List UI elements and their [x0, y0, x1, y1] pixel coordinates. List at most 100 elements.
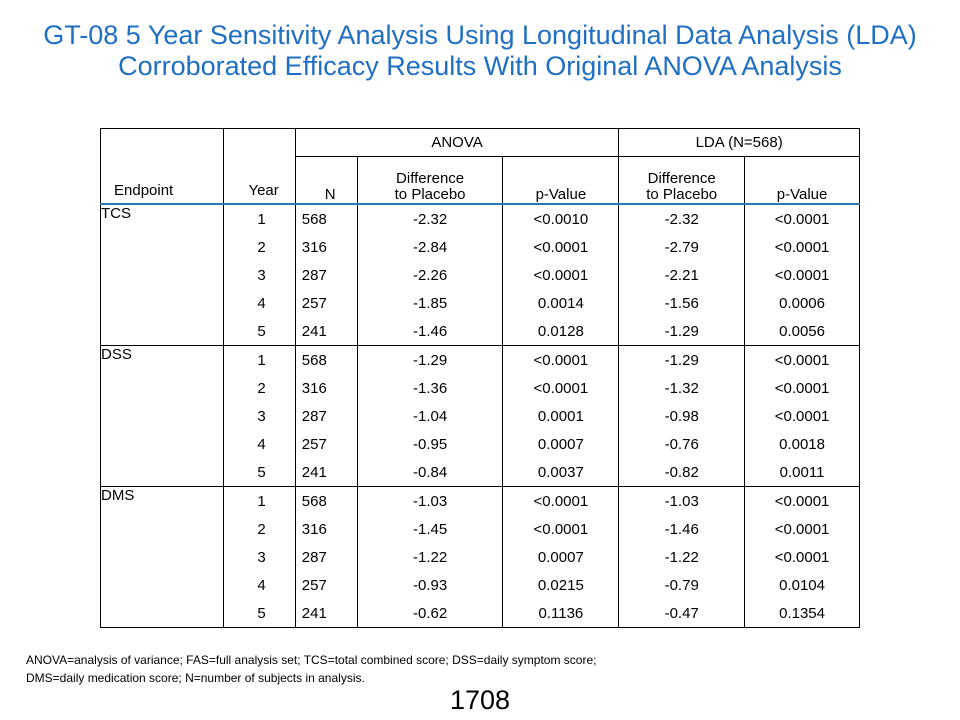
lda-pvalue-cell: <0.0001 — [744, 402, 860, 430]
lda-pvalue-cell: 0.0018 — [744, 430, 860, 458]
lda-pvalue-cell: 0.0104 — [744, 571, 860, 599]
year-cell: 2 — [223, 374, 296, 402]
anova-diff-cell: -0.62 — [357, 599, 504, 628]
header-diff-line2: to Placebo — [394, 186, 466, 203]
anova-pvalue-cell: <0.0001 — [502, 261, 620, 289]
header-diff-line1: Difference — [396, 170, 465, 187]
anova-pvalue-cell: 0.0014 — [502, 289, 620, 317]
lda-diff-cell: -1.03 — [618, 486, 746, 515]
lda-diff-cell: -1.29 — [618, 317, 746, 346]
table-row: 3 287 -1.22 0.0007 -1.22 <0.0001 — [101, 543, 860, 571]
n-cell: 287 — [295, 402, 358, 430]
anova-pvalue-cell: 0.1136 — [502, 599, 620, 628]
header-lda-diff: Difference to Placebo — [618, 156, 746, 205]
year-cell: 2 — [223, 515, 296, 543]
anova-diff-cell: -2.84 — [357, 233, 504, 261]
lda-diff-cell: -0.79 — [618, 571, 746, 599]
year-cell: 3 — [223, 261, 296, 289]
n-cell: 241 — [295, 599, 358, 628]
table-row: TCS 1 568 -2.32 <0.0010 -2.32 <0.0001 — [100, 204, 860, 346]
anova-pvalue-cell: <0.0001 — [502, 486, 620, 515]
anova-pvalue-cell: 0.0001 — [502, 402, 620, 430]
anova-pvalue-cell: <0.0010 — [502, 204, 620, 233]
n-cell: 568 — [295, 204, 358, 233]
lda-diff-cell: -1.32 — [618, 374, 746, 402]
lda-pvalue-cell: <0.0001 — [744, 486, 860, 515]
lda-pvalue-cell: <0.0001 — [744, 345, 860, 374]
lda-diff-cell: -2.21 — [618, 261, 746, 289]
endpoint-cell: TCS — [100, 204, 224, 346]
n-cell: 316 — [295, 233, 358, 261]
n-cell: 568 — [295, 345, 358, 374]
lda-pvalue-cell: <0.0001 — [744, 261, 860, 289]
table-row: DMS 1 568 -1.03 <0.0001 -1.03 <0.0001 — [100, 486, 860, 628]
year-cell: 3 — [223, 402, 296, 430]
lda-diff-cell: -1.46 — [618, 515, 746, 543]
year-cell: 4 — [223, 289, 296, 317]
page-number: 1708 — [449, 685, 511, 715]
table-row: 5 241 -0.62 0.1136 -0.47 0.1354 — [101, 599, 860, 628]
table-row: 5 241 -1.46 0.0128 -1.29 0.0056 — [101, 317, 860, 346]
lda-pvalue-cell: <0.0001 — [744, 374, 860, 402]
year-cell: 4 — [223, 571, 296, 599]
header-lda: LDA (N=568) — [618, 128, 860, 157]
table-body: TCS 1 568 -2.32 <0.0010 -2.32 <0.0001 2 316 -2.84… — [100, 204, 860, 628]
n-cell: 257 — [295, 289, 358, 317]
lda-diff-cell: -2.79 — [618, 233, 746, 261]
year-cell: 1 — [223, 204, 296, 233]
endpoint-cell: DMS — [100, 486, 224, 628]
lda-diff-cell: -0.47 — [618, 599, 746, 628]
anova-diff-cell: -1.03 — [357, 486, 504, 515]
anova-pvalue-cell: 0.0007 — [502, 543, 620, 571]
year-cell: 3 — [223, 543, 296, 571]
year-cell: 5 — [223, 317, 296, 346]
year-cell: 5 — [223, 458, 296, 487]
lda-pvalue-cell: <0.0001 — [744, 233, 860, 261]
anova-diff-cell: -1.46 — [357, 317, 504, 346]
lda-diff-cell: -0.98 — [618, 402, 746, 430]
table-row: 4 257 -0.95 0.0007 -0.76 0.0018 — [101, 430, 860, 458]
lda-pvalue-cell: <0.0001 — [744, 543, 860, 571]
table-row: DSS 1 568 -1.29 <0.0001 -1.29 <0.0001 — [100, 345, 860, 487]
header-anova-pvalue: p-Value — [502, 156, 620, 205]
table-row: 2 316 -1.36 <0.0001 -1.32 <0.0001 — [101, 374, 860, 402]
lda-pvalue-cell: 0.1354 — [744, 599, 860, 628]
header-anova: ANOVA — [295, 128, 620, 157]
anova-pvalue-cell: 0.0215 — [502, 571, 620, 599]
header-n: N — [295, 156, 358, 205]
n-cell: 241 — [295, 458, 358, 487]
anova-diff-cell: -1.22 — [357, 543, 504, 571]
lda-pvalue-cell: <0.0001 — [744, 204, 860, 233]
anova-diff-cell: -0.93 — [357, 571, 504, 599]
table-row: 4 257 -1.85 0.0014 -1.56 0.0006 — [101, 289, 860, 317]
header-diff-line1: Difference — [647, 170, 716, 187]
header-year: Year — [223, 128, 296, 205]
lda-pvalue-cell: 0.0011 — [744, 458, 860, 487]
year-cell: 5 — [223, 599, 296, 628]
lda-diff-cell: -0.76 — [618, 430, 746, 458]
anova-pvalue-cell: <0.0001 — [502, 345, 620, 374]
header-diff-line2: to Placebo — [646, 186, 718, 203]
footnote-line: ANOVA=analysis of variance; FAS=full ana… — [26, 653, 597, 667]
anova-diff-cell: -1.36 — [357, 374, 504, 402]
anova-diff-cell: -0.95 — [357, 430, 504, 458]
year-cell: 2 — [223, 233, 296, 261]
n-cell: 316 — [295, 374, 358, 402]
n-cell: 568 — [295, 486, 358, 515]
lda-diff-cell: -2.32 — [618, 204, 746, 233]
year-cell: 1 — [223, 486, 296, 515]
anova-diff-cell: -1.45 — [357, 515, 504, 543]
anova-diff-cell: -1.04 — [357, 402, 504, 430]
table-row: 4 257 -0.93 0.0215 -0.79 0.0104 — [101, 571, 860, 599]
n-cell: 241 — [295, 317, 358, 346]
anova-pvalue-cell: <0.0001 — [502, 374, 620, 402]
n-cell: 287 — [295, 261, 358, 289]
lda-diff-cell: -1.29 — [618, 345, 746, 374]
year-cell: 1 — [223, 345, 296, 374]
header-lda-pvalue: p-Value — [744, 156, 860, 205]
endpoint-cell: DSS — [100, 345, 224, 487]
anova-pvalue-cell: <0.0001 — [502, 233, 620, 261]
lda-diff-cell: -0.82 — [618, 458, 746, 487]
year-cell: 4 — [223, 430, 296, 458]
results-table: Endpoint Year ANOVA LDA (N=568) N Differ… — [100, 128, 860, 628]
